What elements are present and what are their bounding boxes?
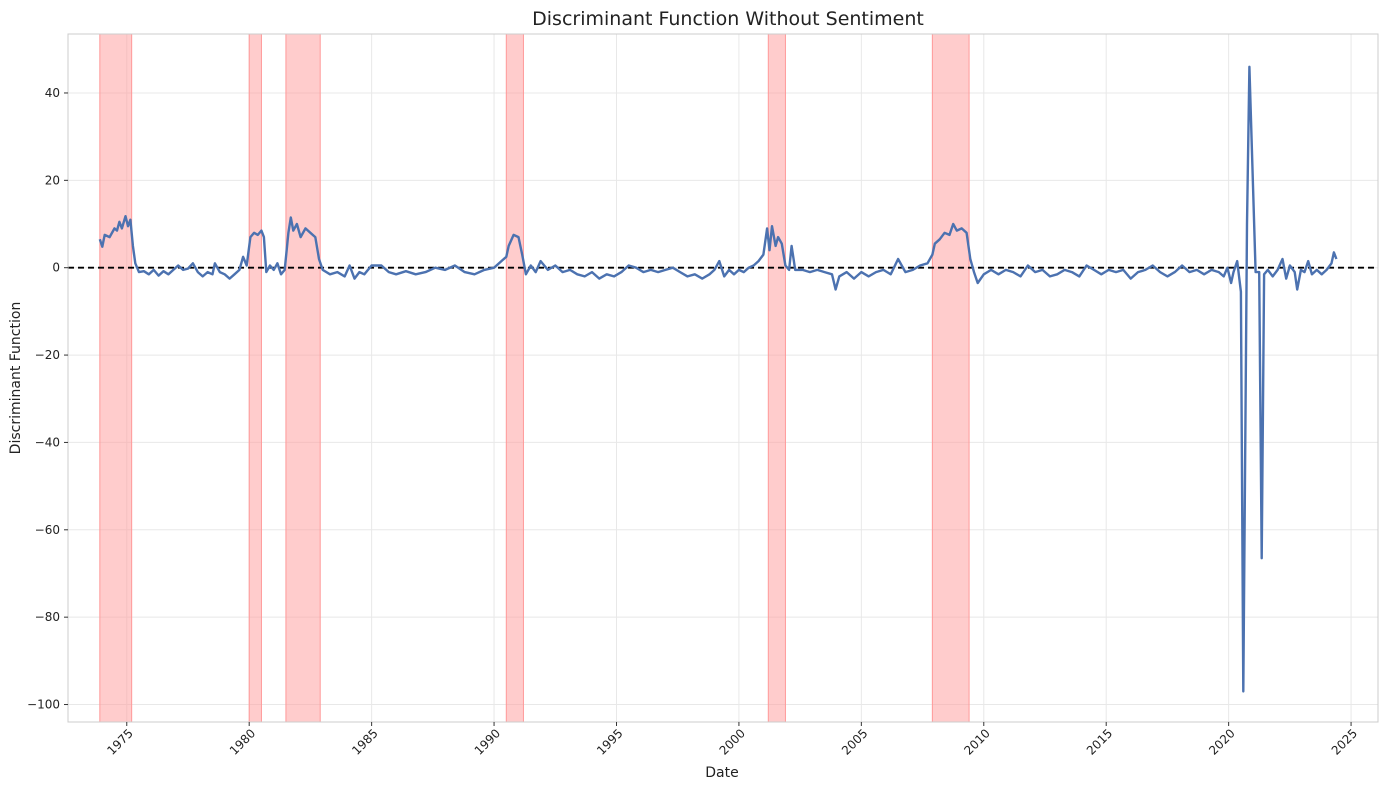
y-axis-label: Discriminant Function [8,302,24,455]
x-tick-label: 2000 [717,726,748,757]
x-tick-label: 1980 [227,726,258,757]
recession-band [505,33,524,723]
recession-band [767,33,786,723]
gridlines [68,34,1378,722]
y-tick-label: −80 [35,610,60,624]
x-tick-label: 2010 [961,726,992,757]
x-tick-label: 1995 [594,726,625,757]
y-tick-label: 20 [45,173,60,187]
x-axis-label: Date [705,765,738,781]
y-tick-label: −40 [35,435,60,449]
x-tick-label: 1990 [472,726,503,757]
recession-band [99,33,133,723]
y-tick-label: −20 [35,348,60,362]
y-tick-label: −60 [35,523,60,537]
x-tick-label: 2005 [839,726,870,757]
y-tick-label: −100 [27,698,60,712]
chart-title: Discriminant Function Without Sentiment [532,8,924,30]
x-tick-label: 2015 [1084,726,1115,757]
x-tick-label: 2025 [1329,726,1360,757]
series-line [98,65,1338,693]
y-tick-label: 40 [45,86,60,100]
recession-band [931,33,970,723]
y-tick-label: 0 [52,261,60,275]
recession-band [285,33,321,723]
x-tick-label: 1985 [349,726,380,757]
recession-shading [99,33,970,723]
x-tick-label: 2020 [1206,726,1237,757]
recession-band [248,33,262,723]
series-layer [98,65,1338,693]
x-tick-label: 1975 [104,726,135,757]
plot-frame [67,33,1379,723]
x-axis-ticks: 1975 1980 1985 1990 1995 2000 2005 2010 2015 2020… [104,722,1360,758]
y-axis-ticks: −100 −80 −60 −40 −20 0 20 40 [27,86,68,712]
